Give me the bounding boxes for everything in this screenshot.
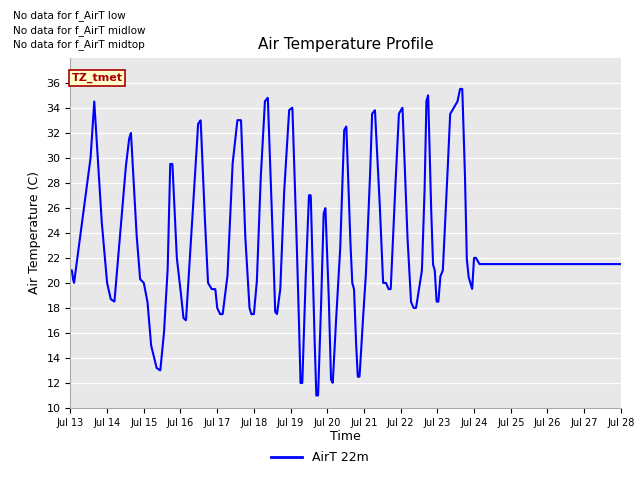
- Y-axis label: Air Temperature (C): Air Temperature (C): [28, 171, 41, 294]
- X-axis label: Time: Time: [330, 431, 361, 444]
- Title: Air Temperature Profile: Air Temperature Profile: [258, 37, 433, 52]
- Text: No data for f_AirT midtop: No data for f_AirT midtop: [13, 39, 145, 50]
- Text: No data for f_AirT low: No data for f_AirT low: [13, 11, 125, 22]
- Legend: AirT 22m: AirT 22m: [266, 446, 374, 469]
- Text: TZ_tmet: TZ_tmet: [72, 72, 122, 83]
- Text: No data for f_AirT midlow: No data for f_AirT midlow: [13, 25, 145, 36]
